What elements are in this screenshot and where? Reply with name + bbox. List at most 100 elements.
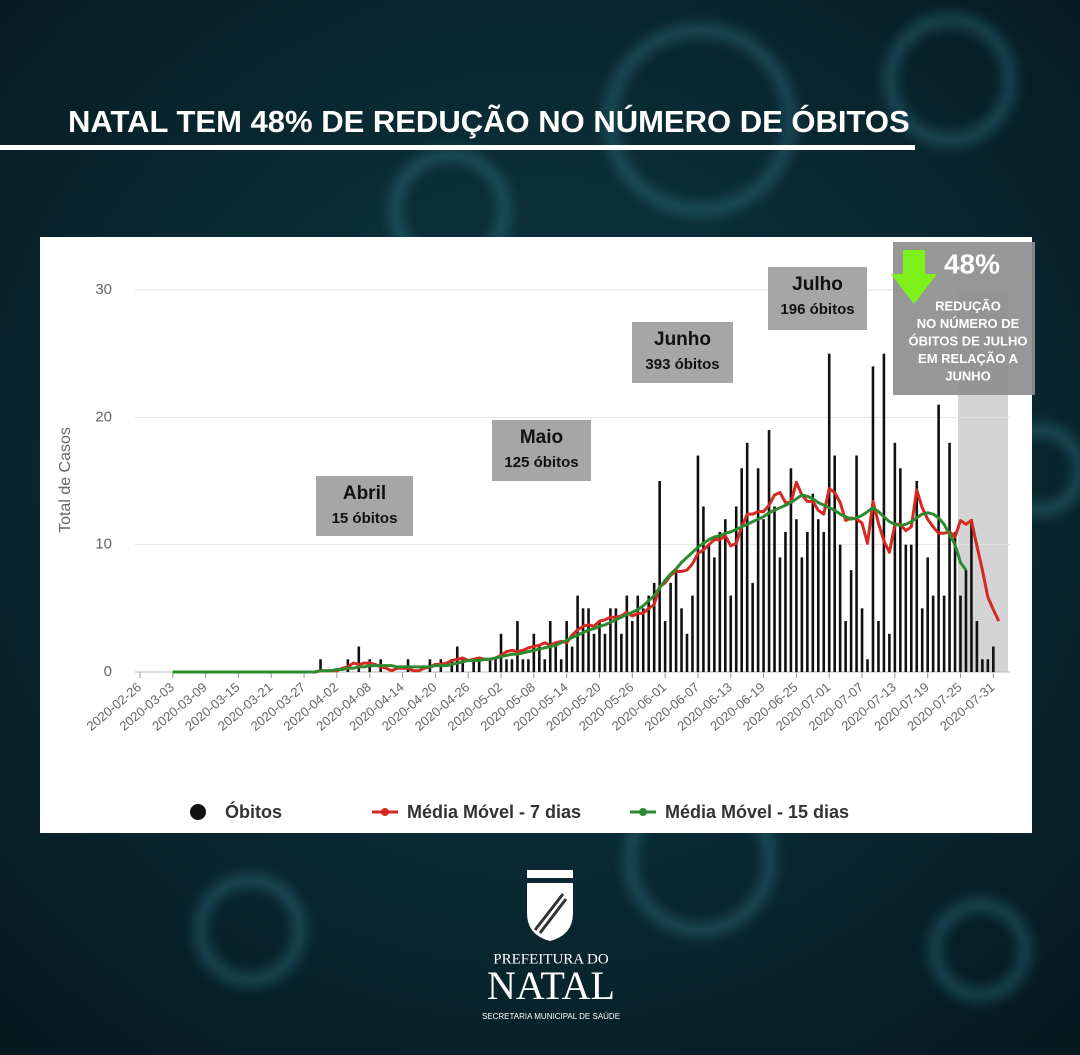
bar: [778, 557, 782, 672]
bar: [516, 621, 519, 672]
footer-line3: SECRETARIA MUNICIPAL DE SAÚDE: [482, 1012, 620, 1021]
bar: [581, 608, 585, 672]
bar: [740, 468, 743, 672]
bar: [636, 595, 640, 672]
bar: [899, 468, 902, 672]
bar: [723, 519, 727, 672]
bar: [521, 659, 525, 672]
bar: [614, 608, 618, 672]
highlight-text: ÓBITOS DE JULHO: [909, 333, 1028, 348]
bar: [992, 646, 995, 672]
bar: [625, 595, 629, 672]
legend-label: Óbitos: [225, 801, 282, 822]
line: [172, 493, 968, 674]
bar: [806, 531, 809, 672]
bar: [964, 570, 968, 672]
bar: [527, 659, 530, 672]
bar: [855, 455, 858, 672]
bar: [909, 544, 913, 672]
title-underline: [0, 145, 915, 150]
bar: [893, 442, 897, 672]
footer-line2: NATAL: [487, 963, 615, 1008]
annotation-box: [492, 420, 591, 481]
bar: [931, 595, 935, 672]
bar: [970, 519, 973, 672]
bar: [319, 659, 322, 672]
highlight-text: REDUÇÃO: [935, 298, 1001, 313]
bar: [543, 659, 547, 672]
bar: [592, 633, 596, 672]
bar: [696, 455, 700, 672]
bar: [461, 659, 465, 672]
y-tick-label: 30: [95, 281, 112, 298]
bar: [915, 481, 919, 672]
bar: [816, 519, 820, 672]
bar: [904, 544, 908, 672]
highlight-text: JUNHO: [945, 368, 991, 383]
bar: [959, 595, 962, 672]
highlight-text: NO NÚMERO DE: [917, 316, 1020, 331]
bar: [647, 595, 651, 672]
bar: [849, 570, 853, 672]
bar: [472, 659, 475, 672]
bar: [762, 519, 765, 672]
bar: [948, 442, 951, 672]
y-tick-label: 0: [104, 663, 112, 680]
bar: [718, 531, 722, 672]
bar: [860, 608, 864, 672]
bar: [734, 506, 738, 672]
annotation-title: Maio: [520, 427, 563, 448]
bar: [942, 595, 946, 672]
bar: [702, 506, 705, 672]
bar: [674, 570, 678, 672]
bar: [652, 582, 656, 672]
bar: [669, 582, 672, 672]
bar: [751, 582, 754, 672]
annotation-title: Julho: [792, 274, 843, 295]
annotation-text: 196 óbitos: [780, 301, 854, 318]
bar: [800, 557, 804, 672]
bar: [357, 646, 361, 672]
bar: [559, 659, 563, 672]
highlight-value: 48%: [944, 248, 1000, 279]
bar: [554, 646, 558, 672]
legend-marker: [381, 808, 389, 816]
bar: [620, 633, 623, 672]
legend-marker: [639, 808, 647, 816]
bar: [499, 633, 503, 672]
annotation-box: [632, 322, 733, 383]
y-tick-label: 10: [95, 536, 112, 553]
annotation-text: 15 óbitos: [332, 510, 398, 527]
bar: [631, 621, 634, 672]
bar: [920, 608, 924, 672]
annotation-title: Junho: [654, 329, 711, 350]
bar: [609, 608, 612, 672]
bar: [844, 621, 847, 672]
annotation-box: [768, 267, 867, 330]
bar: [833, 455, 836, 672]
bar: [510, 659, 514, 672]
bar: [866, 659, 869, 672]
down-arrow: [891, 250, 937, 304]
bar: [532, 633, 536, 672]
annotation-title: Abril: [343, 483, 386, 504]
bar: [784, 531, 787, 672]
bar: [494, 659, 497, 672]
logo: [527, 870, 573, 941]
highlight-text: EM RELAÇÃO A: [918, 351, 1019, 366]
bar: [538, 646, 541, 672]
bar: [975, 621, 979, 672]
bar: [685, 633, 689, 672]
legend-label: Média Móvel - 15 dias: [665, 802, 849, 822]
bar: [888, 633, 891, 672]
bar: [658, 481, 661, 672]
bar: [713, 557, 716, 672]
annotation-text: 125 óbitos: [504, 454, 578, 471]
bar: [691, 595, 694, 672]
bar: [795, 519, 798, 672]
bar: [680, 608, 683, 672]
bar: [773, 506, 776, 672]
bar: [477, 659, 481, 672]
